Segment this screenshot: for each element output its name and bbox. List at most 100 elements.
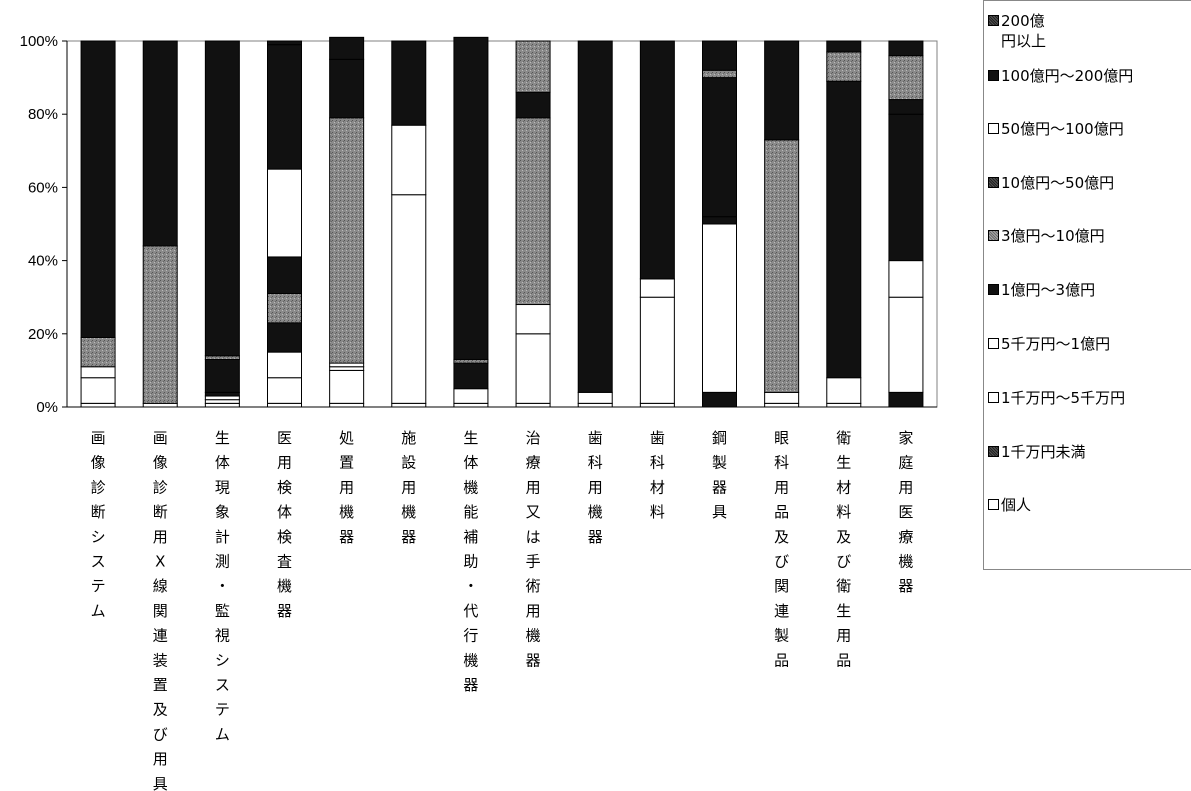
x-tick-char: 治 [526, 429, 541, 447]
x-tick-char: 検 [277, 478, 292, 496]
stacked-bar-chart: 0%20%40%60%80%100% 画像診断システム画像診断用X線関連装置及び… [20, 33, 938, 791]
bar-segment [639, 296, 675, 404]
x-tick-char: ス [215, 676, 230, 694]
x-tick-char: 器 [401, 528, 416, 546]
x-tick-char: 生 [215, 429, 230, 447]
legend-item: 50億円～100億円 [988, 119, 1124, 139]
x-tick-char: シ [91, 528, 106, 546]
bar-segment [826, 80, 862, 379]
bar-segment [702, 69, 737, 79]
x-tick-char: 用 [401, 478, 416, 496]
x-tick-char: 用 [588, 478, 603, 496]
x-tick-char: び [774, 553, 789, 571]
legend-item: 100億円～200億円 [988, 66, 1133, 86]
legend-item: 1千万円～5千万円 [988, 388, 1125, 408]
x-tick-char: 歯 [650, 429, 665, 447]
x-tick-char: び [836, 553, 851, 571]
x-tick-char: 機 [339, 503, 354, 521]
x-tick-char: ム [215, 725, 230, 743]
x-tick-char: 科 [650, 454, 665, 472]
legend-item: 1千万円未満 [988, 442, 1086, 462]
x-tick-char: 手 [526, 553, 541, 571]
bar-segment [826, 377, 862, 404]
bar-segment [515, 333, 551, 404]
x-tick-char: 及 [774, 528, 789, 546]
legend-label: 100億円～200億円 [1001, 67, 1134, 85]
x-tick-char: 品 [774, 651, 789, 669]
x-axis: 画像診断システム画像診断用X線関連装置及び用具生体現象計測・監視システム医用検体… [67, 406, 937, 791]
legend-swatch [988, 338, 999, 349]
x-tick-char: 体 [277, 503, 292, 521]
bar-segment [204, 395, 240, 401]
legend-swatch [988, 230, 999, 241]
legend-label: 3億円～10億円 [1001, 227, 1105, 245]
bar-segment [764, 402, 800, 408]
bar-segment [888, 99, 924, 115]
x-tick-char: 用 [836, 627, 851, 645]
x-tick-char: 機 [526, 627, 541, 645]
x-tick-char: 画 [91, 429, 106, 447]
x-tick-char: 体 [463, 454, 478, 472]
bar-segment [329, 402, 365, 408]
x-tick-char: 衛 [836, 577, 851, 595]
x-tick-char: 具 [712, 503, 727, 521]
x-tick-char: 生 [836, 454, 851, 472]
bar-segment [639, 40, 675, 280]
legend-swatch [988, 70, 999, 81]
x-tick-char: 像 [153, 454, 168, 472]
legend: 200億 円以上 100億円～200億円 50億円～100億円 10億円～50億円 3億… [983, 0, 1191, 570]
plot-border [66, 40, 938, 408]
x-tick-char: 料 [650, 503, 665, 521]
bar-segment [826, 40, 862, 53]
x-tick-char: 断 [153, 503, 168, 521]
legend-label: 個人 [1001, 496, 1032, 514]
x-tick-char: 器 [526, 651, 541, 669]
legend-swatch [988, 446, 999, 457]
x-tick-char: シ [215, 651, 230, 669]
x-tick-char: 術 [526, 577, 541, 595]
y-tick-label: 60% [28, 179, 58, 196]
x-tick-char: 製 [712, 454, 727, 472]
x-tick-char: 関 [774, 577, 789, 595]
x-tick-char: 具 [153, 775, 168, 791]
x-tick-char: 置 [339, 454, 354, 472]
x-tick-char: 又 [526, 503, 541, 521]
x-tick-char: 科 [774, 454, 789, 472]
bar-segment [453, 36, 489, 360]
x-tick-char: 鋼 [712, 429, 727, 447]
y-tick-label: 20% [28, 326, 58, 343]
bar-segment [577, 40, 613, 393]
x-tick-char: 監 [215, 602, 230, 620]
y-tick-label: 100% [20, 33, 58, 50]
legend-swatch [988, 284, 999, 295]
x-tick-char: 及 [836, 528, 851, 546]
x-tick-char: 用 [774, 478, 789, 496]
y-tick-label: 80% [28, 106, 58, 123]
bar-segment [329, 369, 365, 404]
x-tick-char: 生 [463, 429, 478, 447]
bar-segment [267, 293, 302, 324]
bar-segment [639, 278, 675, 298]
x-tick-char: 眼 [774, 429, 789, 447]
x-tick-char: 医 [277, 429, 292, 447]
x-tick-char: 体 [215, 454, 230, 472]
x-tick-char: 機 [463, 651, 478, 669]
legend-item: 個人 [988, 495, 1031, 515]
bar-segment [80, 402, 116, 408]
x-tick-char: 材 [836, 478, 851, 496]
x-tick-char: 器 [588, 528, 603, 546]
bar-segment [515, 304, 551, 335]
bar-segment [453, 402, 489, 408]
x-tick-char: 生 [836, 602, 851, 620]
legend-label: 1千万円～5千万円 [1001, 389, 1126, 407]
legend-swatch [988, 392, 999, 403]
x-tick-char: び [153, 725, 168, 743]
